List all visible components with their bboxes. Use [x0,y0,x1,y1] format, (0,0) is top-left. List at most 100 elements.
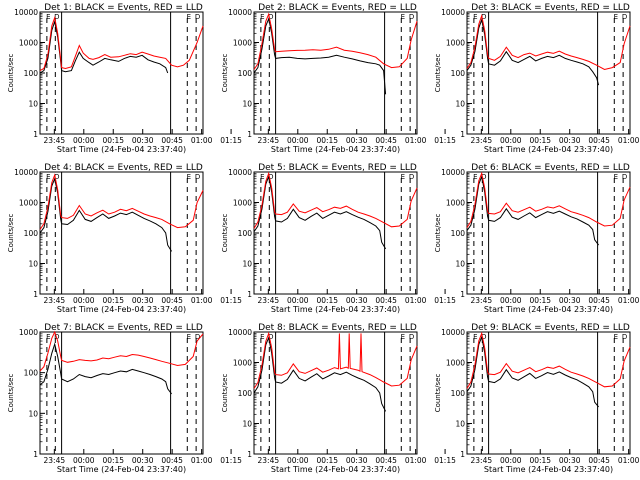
series-line-events [253,174,387,250]
y-tick-label: 1000 [446,39,465,48]
x-axis-label: Start Time (24-Feb-04 23:37:40) [271,145,400,154]
plot-panel-5: Det 5: BLACK = Events, RED = LLD 1 10 100 10… [221,163,456,314]
x-tick-label: 00:00 [500,456,522,465]
series-line-lld [253,331,418,389]
x-axis-label: Start Time (24-Feb-04 23:37:40) [484,305,613,314]
plot-title: Det 9: BLACK = Events, RED = LLD [471,323,630,333]
plot-frame [39,171,204,295]
x-tick-label: 00:30 [559,456,581,465]
plot-frame [466,331,631,455]
interval-marker-label: E [187,13,191,21]
y-tick-label: 100 [238,229,253,238]
plot-frame [39,331,204,455]
y-tick-label: 10000 [14,168,38,177]
x-axis-label: Start Time (24-Feb-04 23:37:40) [484,465,613,474]
x-axis-label: Start Time (24-Feb-04 23:37:40) [271,465,400,474]
y-tick-label: 10000 [441,168,465,177]
x-tick-label: 01:15 [220,296,242,305]
x-tick-label: 00:30 [132,296,154,305]
plot-panel-3: Det 3: BLACK = Events, RED = LLD 1 10 100 10… [434,3,640,154]
y-tick-label: 10 [28,100,38,109]
x-tick-label: 00:00 [287,456,309,465]
x-tick-label: 01:00 [618,136,640,145]
x-tick-label: 23:45 [258,136,280,145]
x-tick-label: 00:45 [375,296,397,305]
y-axis-label: Counts/sec [7,214,15,253]
x-tick-label: 00:15 [529,456,551,465]
series-line-events [39,177,173,252]
y-tick-label: 10 [28,260,38,269]
x-tick-label: 00:30 [559,136,581,145]
x-axis-label: Start Time (24-Feb-04 23:37:40) [271,305,400,314]
x-tick-label: 01:00 [405,136,427,145]
interval-marker-label: E [614,13,618,21]
y-tick-label: 1000 [446,199,465,208]
x-tick-label: 01:00 [405,296,427,305]
x-tick-label: 01:00 [618,296,640,305]
x-axis-label: Start Time (24-Feb-04 23:37:40) [57,145,186,154]
plot-title: Det 6: BLACK = Events, RED = LLD [471,163,630,173]
plot-panel-2: Det 2: BLACK = Events, RED = LLD 1 10 100 10… [221,3,456,154]
interval-marker-label: D [268,173,273,181]
plot-panel-4: Det 4: BLACK = Events, RED = LLD 1 10 100 10… [7,163,242,314]
x-tick-label: 23:45 [44,136,66,145]
x-tick-label: 00:15 [316,456,338,465]
interval-marker-label: E [46,333,50,341]
x-tick-label: 00:15 [316,136,338,145]
plot-frame [466,171,631,295]
interval-marker-label: D [268,13,273,21]
interval-marker-label: D [481,173,486,181]
y-tick-label: 1000 [19,328,38,337]
y-tick-label: 1000 [446,359,465,368]
y-axis-label: Counts/sec [221,214,229,253]
y-tick-label: 100 [24,369,39,378]
interval-marker-label: E [473,333,477,341]
x-tick-label: 23:45 [471,136,493,145]
plot-panel-1: Det 1: BLACK = Events, RED = LLD 1 10 100 10… [7,3,242,154]
x-tick-label: 00:15 [102,296,124,305]
y-tick-label: 1000 [233,39,252,48]
y-tick-label: 10 [455,100,465,109]
plot-panel-7: Det 7: BLACK = Events, RED = LLD 1 10 100 10… [7,323,242,474]
y-tick-label: 100 [451,69,466,78]
x-tick-label: 00:15 [102,456,124,465]
x-tick-label: 00:45 [588,136,610,145]
plot-title: Det 4: BLACK = Events, RED = LLD [44,163,203,173]
plot-title: Det 1: BLACK = Events, RED = LLD [44,3,203,13]
interval-marker-label: E [187,173,191,181]
x-tick-label: 00:45 [375,136,397,145]
series-line-lld [39,330,204,372]
y-tick-label: 1 [33,130,38,139]
interval-marker-label: D [409,173,414,181]
x-tick-label: 23:45 [258,456,280,465]
x-tick-label: 01:00 [618,456,640,465]
series-line-lld [39,15,204,72]
x-axis-label: Start Time (24-Feb-04 23:37:40) [57,305,186,314]
x-tick-label: 00:15 [529,136,551,145]
y-tick-label: 1 [247,290,252,299]
y-tick-label: 100 [24,229,39,238]
y-tick-label: 10 [28,409,38,418]
interval-marker-label: E [401,333,405,341]
series-line-lld [253,12,418,70]
y-tick-label: 10000 [228,328,252,337]
plot-panel-6: Det 6: BLACK = Events, RED = LLD 1 10 100 10… [434,163,640,314]
plot-frame [39,11,204,135]
x-tick-label: 00:30 [132,456,154,465]
y-tick-label: 100 [238,69,253,78]
interval-marker-label: D [54,173,59,181]
y-tick-label: 100 [238,389,253,398]
series-line-events [253,17,387,95]
x-tick-label: 23:45 [44,296,66,305]
plot-title: Det 7: BLACK = Events, RED = LLD [44,323,203,333]
x-tick-label: 00:00 [73,136,95,145]
y-axis-label: Counts/sec [221,54,229,93]
interval-marker-label: D [622,13,627,21]
x-tick-label: 00:30 [346,456,368,465]
plot-panel-9: Det 9: BLACK = Events, RED = LLD 1 10 100 10… [434,323,640,474]
plot-panel-8: Det 8: BLACK = Events, RED = LLD 1 10 100 10… [221,323,456,474]
y-axis-label: Counts/sec [7,374,15,413]
plot-frame [253,11,418,135]
interval-marker-label: D [622,173,627,181]
interval-marker-label: E [46,13,50,21]
